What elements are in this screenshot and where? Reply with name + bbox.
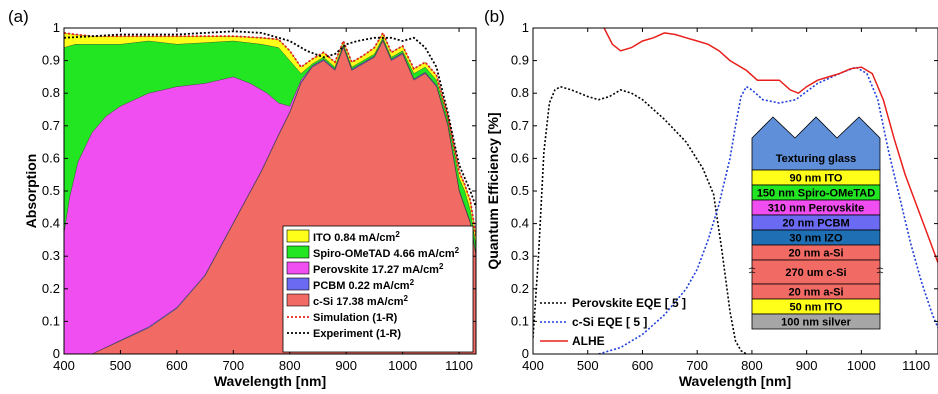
legend-label: Simulation (1-R) xyxy=(313,312,398,324)
panel-a-x-tick-label: 1100 xyxy=(445,358,473,373)
break-mark xyxy=(876,267,884,274)
panel-a-y-tick-label: 0.5 xyxy=(42,183,60,198)
legend-label: PCBM 0.22 mA/cm2 xyxy=(313,278,415,293)
panel-a-x-tick-label: 800 xyxy=(279,358,301,373)
panel-b-x-tick-label: 600 xyxy=(632,358,654,373)
legend-label: Experiment (1-R) xyxy=(313,328,401,340)
line-experiment xyxy=(64,30,476,208)
legend-swatch xyxy=(286,277,310,291)
stack-layer-label: 270 um c-Si xyxy=(785,267,846,279)
panel-a-x-ticks: 400 500 600 700 800 900 1000 1100 xyxy=(53,28,473,373)
panel-b-y-tick-label: 0 xyxy=(522,346,529,361)
legend-label: c-Si 17.38 mA/cm2 xyxy=(313,294,409,309)
legend-label: Perovskite 17.27 mA/cm2 xyxy=(313,262,444,277)
legend-label: ALHE xyxy=(572,334,605,348)
break-mark xyxy=(748,267,756,274)
legend-label: Spiro-OMeTAD 4.66 mA/cm2 xyxy=(313,246,460,261)
panel-a-x-tick-label: 1000 xyxy=(388,358,417,373)
stack-layer-label: 20 nm a-Si xyxy=(788,287,843,299)
panel-b-y-tick-label: 0.8 xyxy=(511,85,529,100)
panel-b-x-ticks: 400 500 600 700 800 900 1000 1100 xyxy=(522,28,930,373)
panel-b-y-tick-label: 0.4 xyxy=(511,216,529,231)
stack-layer-label: 20 nm a-Si xyxy=(788,248,843,260)
panel-a-y-tick-label: 0.7 xyxy=(42,118,60,133)
panel-a-x-tick-label: 900 xyxy=(335,358,357,373)
panel-b-x-tick-label: 700 xyxy=(686,358,708,373)
legend-superscript: 2 xyxy=(395,230,400,239)
panel-a-y-tick-label: 0.2 xyxy=(42,281,60,296)
panel-b-x-tick-label: 500 xyxy=(577,358,599,373)
panel-b-x-tick-label: 400 xyxy=(522,358,544,373)
texturing-glass-layer xyxy=(751,116,881,171)
panel-a-y-tick-label: 0 xyxy=(53,346,60,361)
panel-b-x-tick-label: 1000 xyxy=(847,358,876,373)
line-c-si xyxy=(598,66,938,354)
stack-layer-label: 150 nm Spiro-OMeTAD xyxy=(757,188,875,200)
panel-a-y-tick-label: 0.6 xyxy=(42,150,60,165)
device-stack-inset: Texturing glass 90 nm ITO 150 nm Spiro-OMe… xyxy=(748,116,884,330)
panel-b-x-tick-label: 800 xyxy=(741,358,763,373)
panel-a-x-tick-label: 500 xyxy=(110,358,132,373)
panel-a-x-tick-label: 700 xyxy=(222,358,244,373)
stack-layer-label: 310 nm Perovskite xyxy=(768,203,865,215)
panel-a-x-tick-label: 600 xyxy=(166,358,188,373)
panel-a-y-label: Absorption xyxy=(23,154,39,229)
panel-a-y-tick-label: 0.9 xyxy=(42,53,60,68)
line-perovskite xyxy=(533,85,747,354)
panel-a-y-tick-label: 0.1 xyxy=(42,313,60,328)
panel-b-y-tick-label: 1 xyxy=(522,20,529,35)
stack-layer-label: 30 nm IZO xyxy=(789,233,843,245)
legend-superscript: 2 xyxy=(404,294,409,303)
legend-swatch xyxy=(286,261,310,275)
panel-a-y-tick-label: 0.4 xyxy=(42,216,60,231)
panel-b-legend: Perovskite EQE [ 5 ] c-Si EQE [ 5 ] ALHE xyxy=(540,296,686,348)
panel-b-y-tick-label: 0.5 xyxy=(511,183,529,198)
panel-a-label: (a) xyxy=(8,7,29,26)
stack-layer-label: 90 nm ITO xyxy=(790,173,843,185)
legend-label: ITO 0.84 mA/cm2 xyxy=(313,230,400,245)
stack-layer-label: 50 nm ITO xyxy=(790,302,843,314)
stack-layer-label: 100 nm silver xyxy=(781,317,851,329)
panel-b-y-tick-label: 0.6 xyxy=(511,150,529,165)
legend-swatch xyxy=(286,293,310,307)
panel-a-x-tick-label: 400 xyxy=(53,358,75,373)
panel-b-y-tick-label: 0.1 xyxy=(511,313,529,328)
panel-b-y-ticks: 0 0.1 0.2 0.3 0.4 0.5 0.6 0.7 0.8 0.9 1 xyxy=(511,20,938,361)
panel-a-y-tick-label: 0.8 xyxy=(42,85,60,100)
legend-superscript: 2 xyxy=(439,262,444,271)
texturing-glass-label: Texturing glass xyxy=(776,153,856,165)
panel-a-y-tick-label: 1 xyxy=(53,20,60,35)
panel-a-y-tick-label: 0.3 xyxy=(42,248,60,263)
legend-label: c-Si EQE [ 5 ] xyxy=(572,315,647,329)
panel-b-y-tick-label: 0.9 xyxy=(511,53,529,68)
panel-b-y-label: Quantum Efficiency [%] xyxy=(485,112,501,269)
panel-a-x-label: Wavelength [nm] xyxy=(214,373,326,389)
stack-layer-label: 20 nm PCBM xyxy=(782,218,849,230)
panel-b-x-tick-label: 1100 xyxy=(902,358,930,373)
stack-layer xyxy=(751,313,881,330)
panel-b-y-tick-label: 0.7 xyxy=(511,118,529,133)
panel-b-y-tick-label: 0.2 xyxy=(511,281,529,296)
panel-b-lines xyxy=(533,28,938,354)
panel-a-lines xyxy=(64,30,476,237)
legend-swatch xyxy=(286,229,310,243)
panel-b-x-tick-label: 900 xyxy=(796,358,818,373)
legend-label: Perovskite EQE [ 5 ] xyxy=(572,296,686,310)
panel-a-y-ticks: 0 0.1 0.2 0.3 0.4 0.5 0.6 0.7 0.8 0.9 1 xyxy=(42,20,476,361)
line-alhe xyxy=(603,28,938,263)
panel-b-label: (b) xyxy=(484,7,505,26)
panel-b-y-tick-label: 0.3 xyxy=(511,248,529,263)
panel-b-x-label: Wavelength [nm] xyxy=(679,373,791,389)
legend-superscript: 2 xyxy=(455,246,460,255)
legend-superscript: 2 xyxy=(410,278,415,287)
legend-swatch xyxy=(286,245,310,259)
